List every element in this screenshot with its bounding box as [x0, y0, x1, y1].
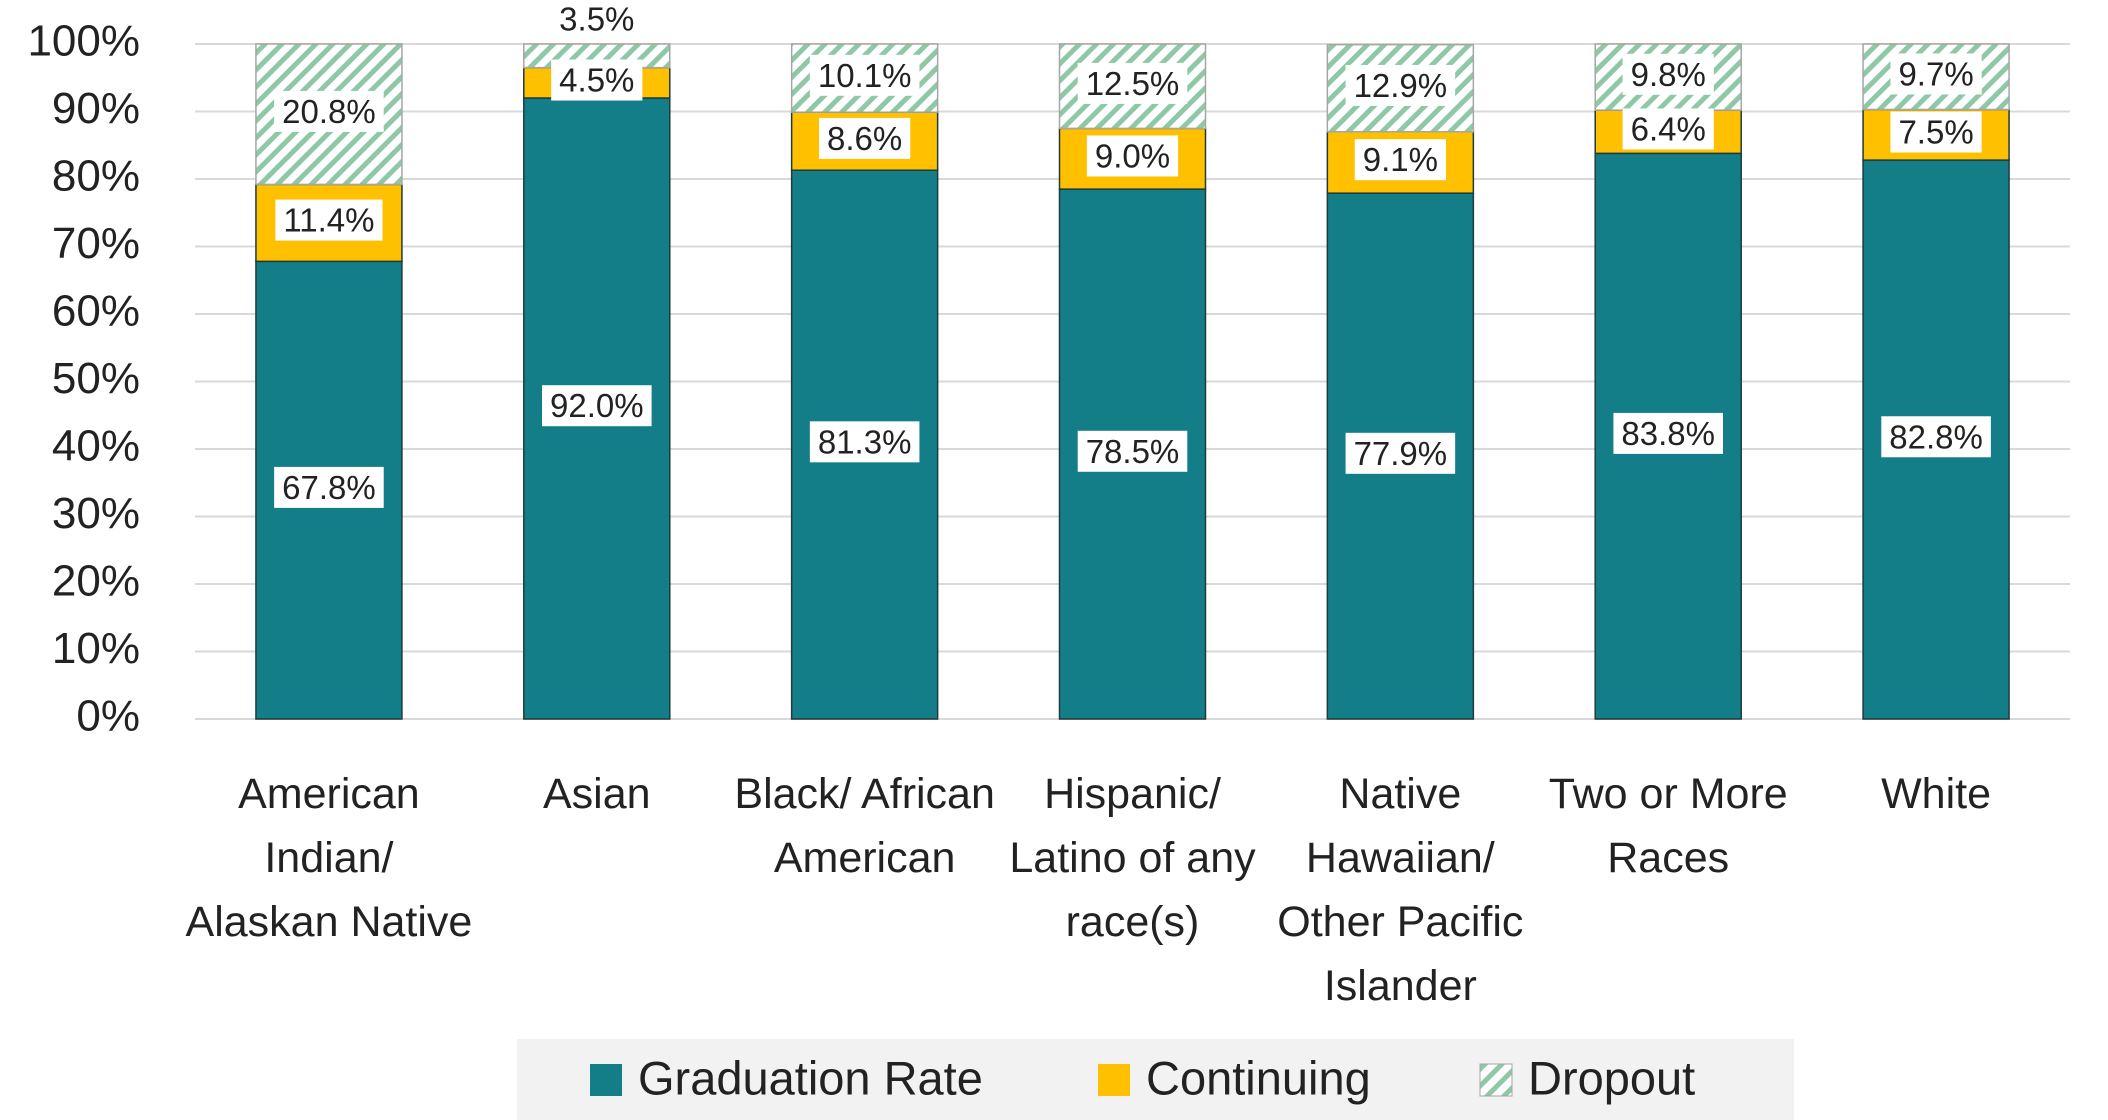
- data-label-background: [1890, 111, 1982, 153]
- data-label-background: [809, 54, 920, 96]
- y-tick-label: 90%: [52, 84, 140, 133]
- y-tick-label: 30%: [52, 489, 140, 538]
- data-label-background: [1345, 432, 1456, 474]
- data-label: 83.8%: [1621, 415, 1715, 452]
- data-label-background: [274, 90, 384, 132]
- legend-label: Continuing: [1146, 1051, 1371, 1104]
- y-tick-label: 20%: [52, 557, 140, 606]
- data-label-background: [1613, 412, 1724, 454]
- data-label: 8.6%: [827, 120, 902, 157]
- x-tick-label: Two or More Races: [1548, 770, 1788, 882]
- data-label: 3.5%: [559, 1, 634, 38]
- data-label-background: [275, 199, 383, 241]
- data-label: 20.8%: [282, 93, 376, 130]
- x-tick-label: Hispanic/ Latino of any race(s): [1009, 770, 1256, 946]
- data-label: 10.1%: [818, 57, 912, 94]
- data-label: 9.1%: [1363, 141, 1438, 178]
- data-label: 9.8%: [1631, 56, 1706, 93]
- x-tick-label: White: [1881, 770, 1992, 818]
- data-label-background: [1345, 64, 1456, 106]
- data-label-background: [1077, 62, 1188, 104]
- data-label: 12.9%: [1354, 67, 1448, 104]
- y-tick-label: 0%: [76, 692, 140, 741]
- legend-swatch: [1479, 1063, 1513, 1097]
- x-tick-label: Native Hawaiian/ Other Pacific Islander: [1277, 770, 1524, 1010]
- data-label: 82.8%: [1889, 418, 1983, 455]
- legend-swatch: [1098, 1064, 1130, 1096]
- x-tick-label: Black/ African American: [734, 770, 995, 882]
- data-label: 9.0%: [1095, 137, 1170, 174]
- data-label: 78.5%: [1086, 433, 1180, 470]
- data-label-background: [1890, 53, 1982, 95]
- y-tick-label: 100%: [27, 17, 140, 66]
- data-label-background: [1622, 53, 1714, 95]
- data-label-background: [1881, 416, 1991, 458]
- data-label-background: [1622, 108, 1714, 150]
- y-tick-label: 70%: [52, 219, 140, 268]
- y-tick-label: 50%: [52, 354, 140, 403]
- x-tick-label: American Indian/ Alaskan Native: [185, 770, 473, 946]
- data-label: 77.9%: [1354, 435, 1448, 472]
- data-label: 92.0%: [550, 387, 644, 424]
- data-label: 11.4%: [283, 202, 374, 239]
- y-tick-label: 60%: [52, 287, 140, 336]
- data-label-background: [809, 421, 920, 463]
- y-tick-label: 40%: [52, 422, 140, 471]
- data-label-background: [1086, 135, 1179, 177]
- data-label: 6.4%: [1631, 110, 1706, 147]
- legend-background: [517, 1039, 1794, 1120]
- data-label: 9.7%: [1898, 55, 1973, 92]
- data-label: 81.3%: [818, 423, 912, 460]
- data-label-background: [541, 385, 652, 427]
- data-label-background: [274, 466, 384, 508]
- data-label-background: [819, 117, 911, 159]
- data-label: 4.5%: [559, 62, 634, 99]
- legend-label: Graduation Rate: [638, 1051, 983, 1104]
- x-tick-label: Asian: [542, 770, 651, 818]
- y-tick-label: 10%: [52, 624, 140, 673]
- data-label-background: [1077, 430, 1188, 472]
- data-label: 67.8%: [282, 469, 376, 506]
- legend-label: Dropout: [1528, 1051, 1695, 1104]
- legend-swatch: [590, 1064, 622, 1096]
- data-label-background: [551, 59, 643, 101]
- y-tick-label: 80%: [52, 152, 140, 201]
- data-label-background: [1354, 139, 1446, 181]
- data-label: 7.5%: [1898, 114, 1973, 151]
- data-label: 12.5%: [1086, 65, 1180, 102]
